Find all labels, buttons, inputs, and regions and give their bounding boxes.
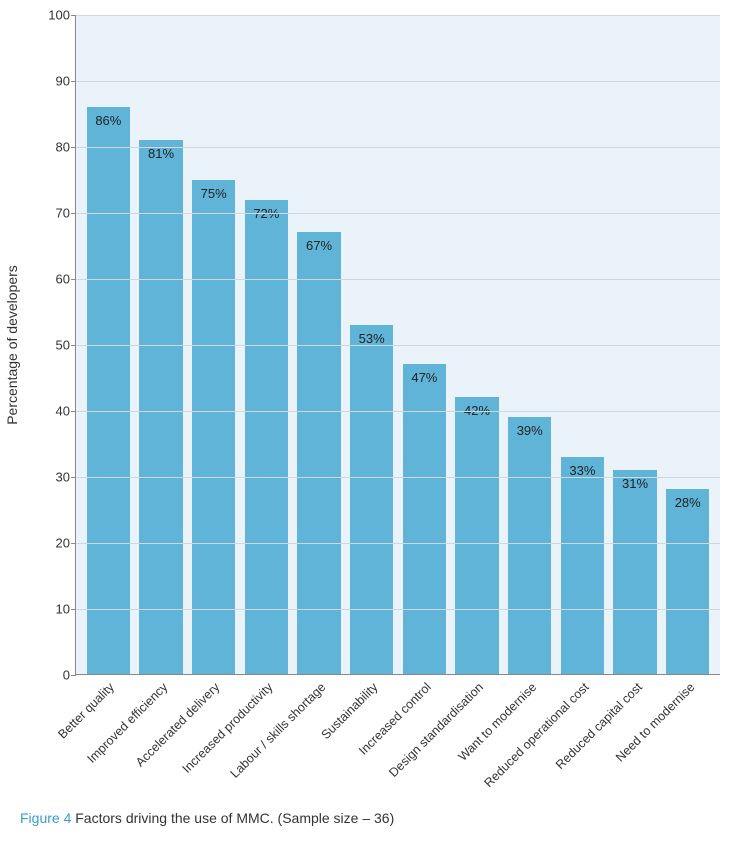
- bar-value-label: 81%: [148, 146, 174, 161]
- y-tick-mark: [71, 81, 76, 82]
- y-tick-label: 50: [45, 338, 70, 353]
- y-tick-mark: [71, 543, 76, 544]
- bar-value-label: 75%: [201, 186, 227, 201]
- gridline: [76, 345, 720, 346]
- y-tick-mark: [71, 213, 76, 214]
- y-tick-label: 0: [45, 668, 70, 683]
- y-tick-mark: [71, 345, 76, 346]
- chart-container: Percentage of developers 86% 81% 75% 72% 67%…: [0, 0, 742, 845]
- bar-value-label: 28%: [675, 495, 701, 510]
- x-category-label: Labour / skills shortage: [227, 680, 328, 781]
- y-tick-label: 10: [45, 602, 70, 617]
- caption-text: Factors driving the use of MMC. (Sample …: [71, 810, 394, 826]
- y-tick-label: 20: [45, 536, 70, 551]
- bar: 67%: [297, 232, 340, 674]
- caption: Figure 4 Factors driving the use of MMC.…: [20, 810, 394, 826]
- y-tick-mark: [71, 411, 76, 412]
- bar: 53%: [350, 325, 393, 674]
- y-tick-label: 40: [45, 404, 70, 419]
- y-tick-mark: [71, 147, 76, 148]
- bar: 31%: [613, 470, 656, 674]
- bar: 39%: [508, 417, 551, 674]
- y-tick-label: 70: [45, 206, 70, 221]
- bar: 86%: [87, 107, 130, 674]
- bar: 42%: [455, 397, 498, 674]
- bar-value-label: 53%: [359, 331, 385, 346]
- bar: 33%: [561, 457, 604, 674]
- y-tick-mark: [71, 609, 76, 610]
- gridline: [76, 81, 720, 82]
- y-tick-label: 80: [45, 140, 70, 155]
- bar-value-label: 47%: [411, 370, 437, 385]
- gridline: [76, 279, 720, 280]
- gridline: [76, 477, 720, 478]
- y-tick-mark: [71, 477, 76, 478]
- y-tick-mark: [71, 279, 76, 280]
- bar-value-label: 39%: [517, 423, 543, 438]
- gridline: [76, 609, 720, 610]
- y-tick-label: 30: [45, 470, 70, 485]
- gridline: [76, 411, 720, 412]
- y-tick-label: 60: [45, 272, 70, 287]
- gridline: [76, 147, 720, 148]
- bar-value-label: 86%: [95, 113, 121, 128]
- gridline: [76, 15, 720, 16]
- gridline: [76, 543, 720, 544]
- bar-value-label: 33%: [569, 463, 595, 478]
- y-tick-mark: [71, 675, 76, 676]
- caption-prefix: Figure 4: [20, 810, 71, 826]
- bar: 75%: [192, 180, 235, 674]
- bar: 72%: [245, 200, 288, 674]
- y-tick-mark: [71, 15, 76, 16]
- y-axis-label: Percentage of developers: [4, 265, 20, 425]
- bar-value-label: 67%: [306, 238, 332, 253]
- x-category-label: Design standardisation: [387, 680, 487, 780]
- x-category-label: Increased productivity: [180, 680, 276, 776]
- gridline: [76, 213, 720, 214]
- bar: 81%: [139, 140, 182, 674]
- bar: 28%: [666, 489, 709, 674]
- y-tick-label: 90: [45, 74, 70, 89]
- x-category-label: Reduced operational cost: [482, 680, 592, 790]
- plot-area: 86% 81% 75% 72% 67% 53% 47% 42% 39% 33% 31% 28%: [75, 15, 720, 675]
- y-tick-label: 100: [45, 8, 70, 23]
